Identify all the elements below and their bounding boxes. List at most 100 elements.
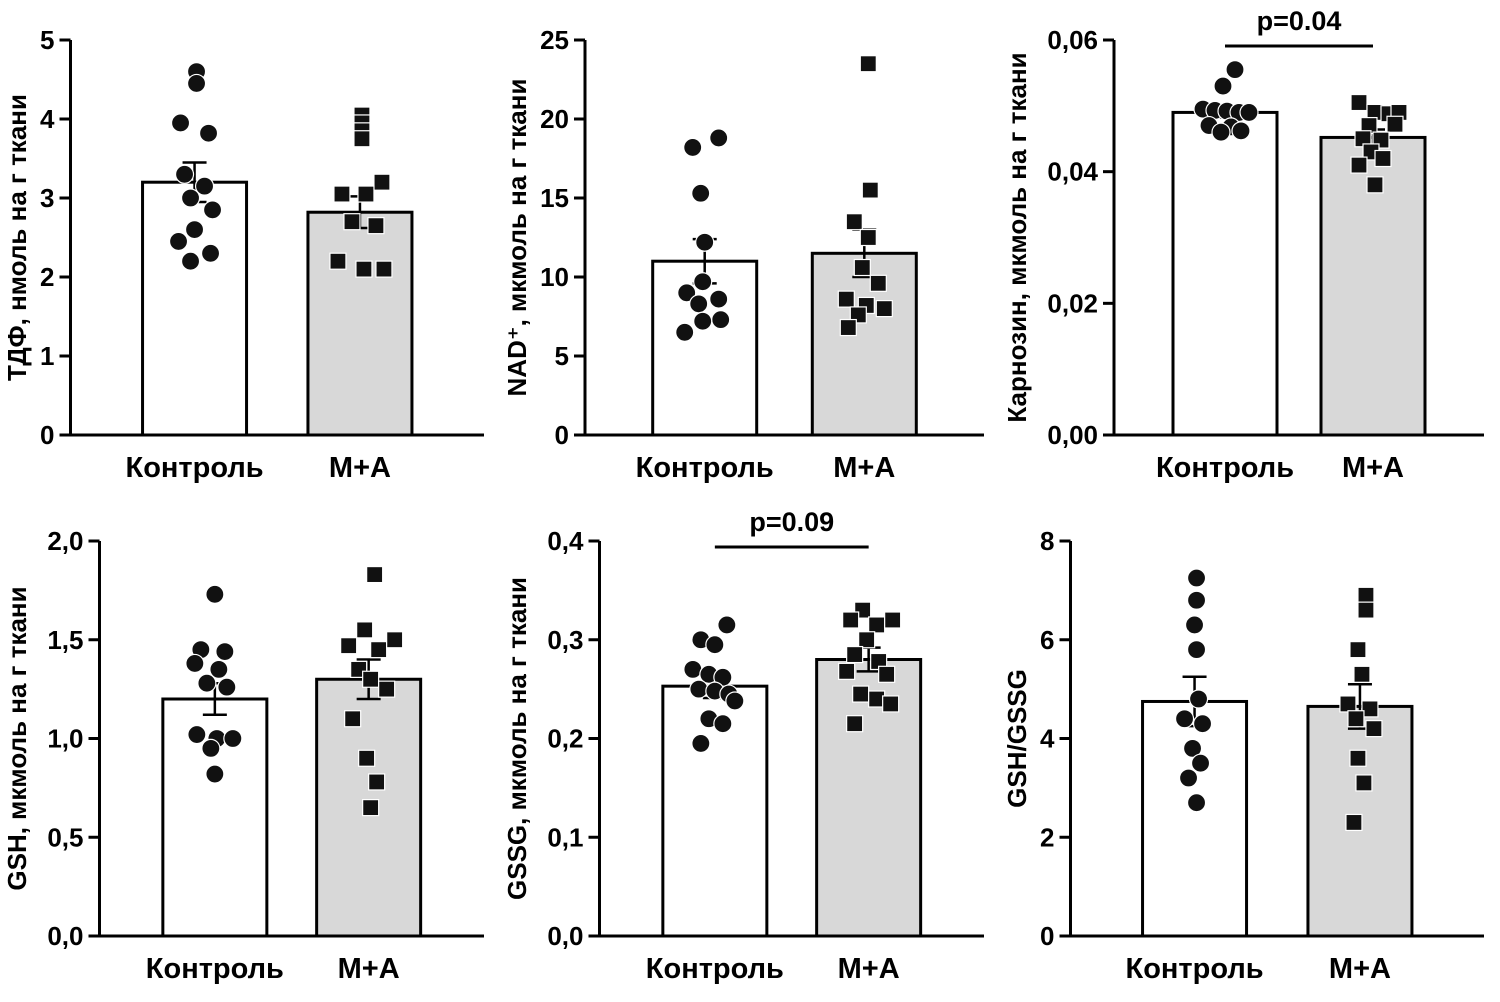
- data-point-circle: [677, 283, 697, 303]
- y-tick-label: 0,06: [1047, 25, 1098, 55]
- data-point-circle: [1174, 709, 1195, 729]
- data-point-circle: [705, 635, 725, 655]
- data-point-square: [366, 565, 384, 584]
- chart-nad: 0 5 10 15 20 25 Контроль М+А NAD⁺, мкмоль на г т…: [500, 0, 1000, 501]
- x-category-label: Контроль: [1156, 452, 1294, 484]
- data-point-circle: [197, 673, 217, 693]
- y-tick-label: 1,5: [47, 625, 83, 655]
- y-tick-label: 15: [540, 183, 569, 213]
- data-point-circle: [194, 176, 215, 196]
- data-point-circle: [1186, 640, 1207, 660]
- data-point-circle: [1192, 714, 1213, 734]
- data-point-circle: [180, 251, 201, 271]
- y-tick-label: 4: [1040, 724, 1055, 754]
- data-point-circle: [186, 73, 207, 94]
- data-point-circle: [1190, 753, 1211, 773]
- data-point-square: [1350, 93, 1368, 112]
- data-point-circle: [1231, 121, 1251, 141]
- bar-ma: [306, 210, 414, 437]
- data-point-circle: [709, 128, 729, 148]
- data-point-square: [344, 710, 362, 728]
- y-tick-label: 0: [555, 420, 569, 450]
- data-point-square: [875, 300, 893, 318]
- data-point-circle: [174, 164, 195, 184]
- data-point-circle: [1211, 122, 1231, 142]
- data-point-circle: [201, 738, 221, 758]
- y-tick-label: 0: [1040, 921, 1054, 951]
- data-point-circle: [691, 183, 711, 203]
- x-category-label: Контроль: [636, 452, 774, 484]
- y-tick-label: 8: [1040, 526, 1054, 556]
- data-point-circle: [198, 123, 219, 143]
- data-point-circle: [1188, 689, 1209, 709]
- data-point-circle: [709, 289, 729, 309]
- data-point-circle: [168, 231, 189, 252]
- data-point-circle: [187, 724, 207, 745]
- y-tick-label: 0,4: [547, 526, 584, 556]
- y-tick-label: 6: [1040, 625, 1054, 655]
- data-point-square: [1349, 641, 1367, 659]
- data-point-circle: [695, 232, 715, 252]
- x-category-label: М+А: [1342, 452, 1404, 484]
- data-point-circle: [689, 679, 709, 699]
- data-point-square: [357, 185, 375, 203]
- data-point-circle: [711, 310, 731, 330]
- data-point-square: [367, 217, 385, 235]
- chart-tdf-svg: 0 1 2 3 4 5 Контроль М+А ТДФ, нмоль на г ткани: [2, 25, 484, 484]
- data-point-square: [329, 252, 347, 270]
- data-point-square: [362, 799, 380, 817]
- data-point-circle: [1186, 793, 1207, 813]
- y-axis-title: GSH/GSSG: [1002, 669, 1032, 808]
- data-point-circle: [713, 714, 733, 734]
- data-point-circle: [205, 764, 225, 784]
- data-point-square: [1350, 156, 1368, 174]
- y-tick-label: 2: [40, 262, 54, 292]
- data-point-square: [1366, 176, 1384, 194]
- data-point-circle: [693, 311, 713, 331]
- data-point-circle: [170, 113, 191, 133]
- x-category-label: М+А: [338, 953, 400, 985]
- data-point-square: [838, 662, 856, 680]
- data-point-square: [378, 680, 396, 698]
- chart-carnosine-svg: 0,00 0,02 0,04 0,06 Контроль М+А Карнозин, мкм…: [1002, 6, 1484, 484]
- y-tick-label: 1,0: [47, 724, 83, 754]
- bar-ma: [810, 251, 918, 437]
- y-tick-label: 0,04: [1047, 157, 1098, 187]
- data-point-square: [1347, 710, 1365, 728]
- bar-control: [1171, 110, 1279, 437]
- data-point-square: [859, 55, 877, 73]
- chart-gssg: 0,0 0,1 0,2 0,3 0,4 Контроль М+А GSSG, мкмоль н…: [500, 501, 1000, 1002]
- data-point-circle: [209, 659, 229, 679]
- chart-gsh-gssg-ratio-svg: 0 2 4 6 8 Контроль М+А GSH/GSSG: [1002, 526, 1484, 985]
- x-category-label: М+А: [329, 452, 391, 484]
- y-tick-label: 5: [555, 341, 569, 371]
- bar-control: [1141, 699, 1249, 938]
- data-point-circle: [683, 659, 703, 679]
- data-point-square: [839, 318, 857, 337]
- y-tick-label: 4: [40, 104, 55, 134]
- data-point-circle: [717, 615, 737, 635]
- data-point-circle: [200, 243, 221, 263]
- x-category-label: М+А: [833, 452, 895, 484]
- p-value-label: p=0.04: [1257, 6, 1342, 36]
- data-point-circle: [1213, 76, 1233, 96]
- data-point-square: [1339, 695, 1357, 713]
- y-tick-label: 0,0: [547, 921, 583, 951]
- data-point-square: [837, 290, 855, 308]
- data-point-square: [878, 665, 896, 683]
- y-tick-label: 0,0: [47, 921, 83, 951]
- data-point-square: [861, 181, 879, 199]
- data-point-square: [853, 258, 871, 277]
- data-point-square: [1357, 601, 1375, 619]
- data-point-square: [882, 695, 900, 713]
- data-point-square: [858, 631, 876, 649]
- data-point-square: [846, 645, 864, 664]
- data-point-square: [868, 616, 886, 634]
- y-tick-label: 10: [540, 262, 569, 292]
- data-point-circle: [725, 691, 745, 711]
- data-point-square: [859, 228, 877, 247]
- y-axis-title: GSSG, мкмоль на г ткани: [502, 577, 532, 900]
- y-axis-title: ТДФ, нмоль на г ткани: [2, 94, 32, 381]
- y-tick-label: 0,00: [1047, 420, 1098, 450]
- y-tick-label: 0,02: [1047, 288, 1098, 318]
